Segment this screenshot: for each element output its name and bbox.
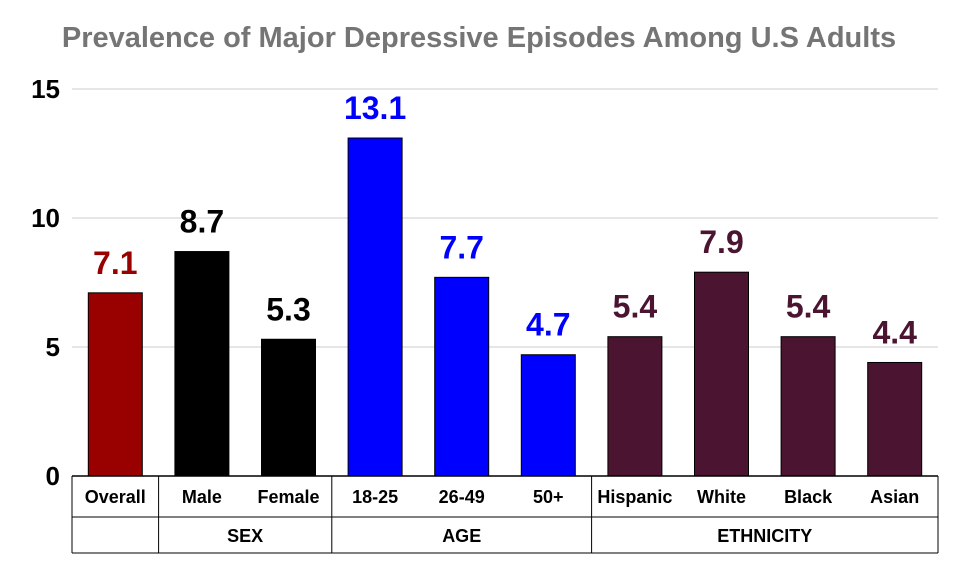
- data-label: 5.4: [786, 289, 831, 325]
- x-tick-label: Asian: [870, 487, 919, 507]
- bar: [607, 336, 663, 477]
- y-tick-label: 0: [46, 461, 60, 491]
- data-label: 13.1: [344, 90, 406, 126]
- data-label: 5.4: [613, 289, 658, 325]
- x-tick-label: White: [697, 487, 746, 507]
- x-tick-label: Hispanic: [597, 487, 672, 507]
- data-label: 7.1: [93, 245, 137, 281]
- data-label: 4.4: [872, 314, 917, 350]
- bar: [434, 276, 490, 477]
- y-tick-label: 10: [31, 203, 60, 233]
- data-label: 7.7: [439, 229, 483, 265]
- y-tick-label: 15: [31, 74, 60, 104]
- group-label: AGE: [442, 526, 481, 546]
- group-label: SEX: [227, 526, 263, 546]
- data-label: 8.7: [180, 204, 224, 240]
- bar: [347, 137, 403, 477]
- x-tick-label: Overall: [85, 487, 146, 507]
- x-tick-label: 26-49: [439, 487, 485, 507]
- bar: [520, 354, 576, 477]
- data-label: 4.7: [526, 307, 570, 343]
- chart-title: Prevalence of Major Depressive Episodes …: [61, 22, 897, 54]
- bar: [780, 336, 836, 477]
- bar: [174, 251, 230, 477]
- data-label: 5.3: [266, 291, 310, 327]
- x-tick-label: Black: [784, 487, 833, 507]
- group-label: ETHNICITY: [717, 526, 812, 546]
- x-tick-label: 18-25: [352, 487, 398, 507]
- data-label: 7.9: [699, 224, 743, 260]
- x-tick-label: Female: [257, 487, 319, 507]
- bar: [261, 338, 316, 477]
- x-tick-label: Male: [182, 487, 222, 507]
- bar: [867, 361, 923, 477]
- x-tick-label: 50+: [533, 487, 564, 507]
- y-tick-label: 5: [46, 332, 60, 362]
- bar: [694, 271, 749, 477]
- bar: [87, 292, 143, 477]
